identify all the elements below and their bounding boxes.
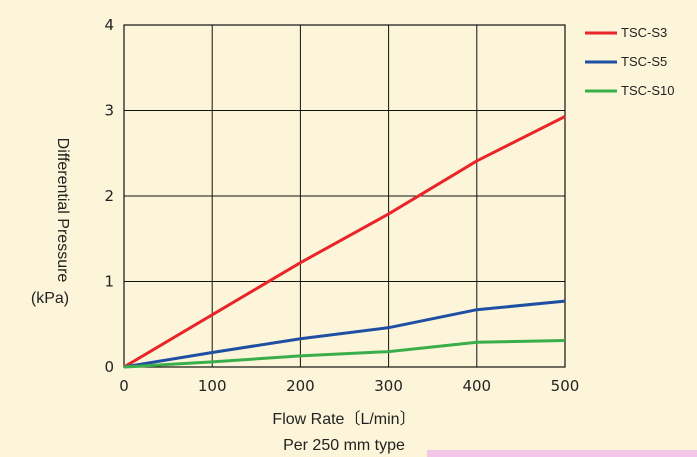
y-tick-label: 2	[104, 187, 114, 205]
x-tick-label: 500	[551, 377, 580, 395]
series-lines	[123, 115, 566, 369]
x-tick-label: 300	[374, 377, 403, 395]
series-line-tsc-s10	[123, 338, 566, 369]
series-line-tsc-s5	[123, 299, 566, 369]
y-axis-unit: (kPa)	[31, 290, 69, 307]
y-tick-label: 1	[104, 273, 114, 291]
x-tick-label: 200	[286, 377, 315, 395]
y-tick-label: 0	[104, 358, 114, 376]
x-axis-label: Flow Rate〔L/min〕	[272, 410, 415, 428]
plot-grid	[123, 24, 566, 368]
y-tick-label: 4	[104, 16, 114, 34]
y-tick-label: 3	[104, 102, 114, 120]
x-tick-label: 0	[119, 377, 129, 395]
x-axis-ticks: 0 100 200 300 400 500	[119, 377, 579, 395]
x-tick-label: 100	[198, 377, 227, 395]
y-axis-label: Differential Pressure	[54, 138, 71, 283]
legend-label-tsc-s3: TSC-S3	[621, 25, 667, 40]
series-line-tsc-s3	[123, 115, 566, 369]
note-box	[427, 450, 697, 457]
x-tick-label: 400	[462, 377, 491, 395]
legend-label-tsc-s5: TSC-S5	[621, 54, 667, 69]
legend: TSC-S3 TSC-S5 TSC-S10	[585, 25, 674, 98]
chart-note: Per 250 mm type	[283, 437, 405, 454]
legend-label-tsc-s10: TSC-S10	[621, 83, 674, 98]
y-axis-ticks: 0 1 2 3 4	[104, 16, 114, 376]
